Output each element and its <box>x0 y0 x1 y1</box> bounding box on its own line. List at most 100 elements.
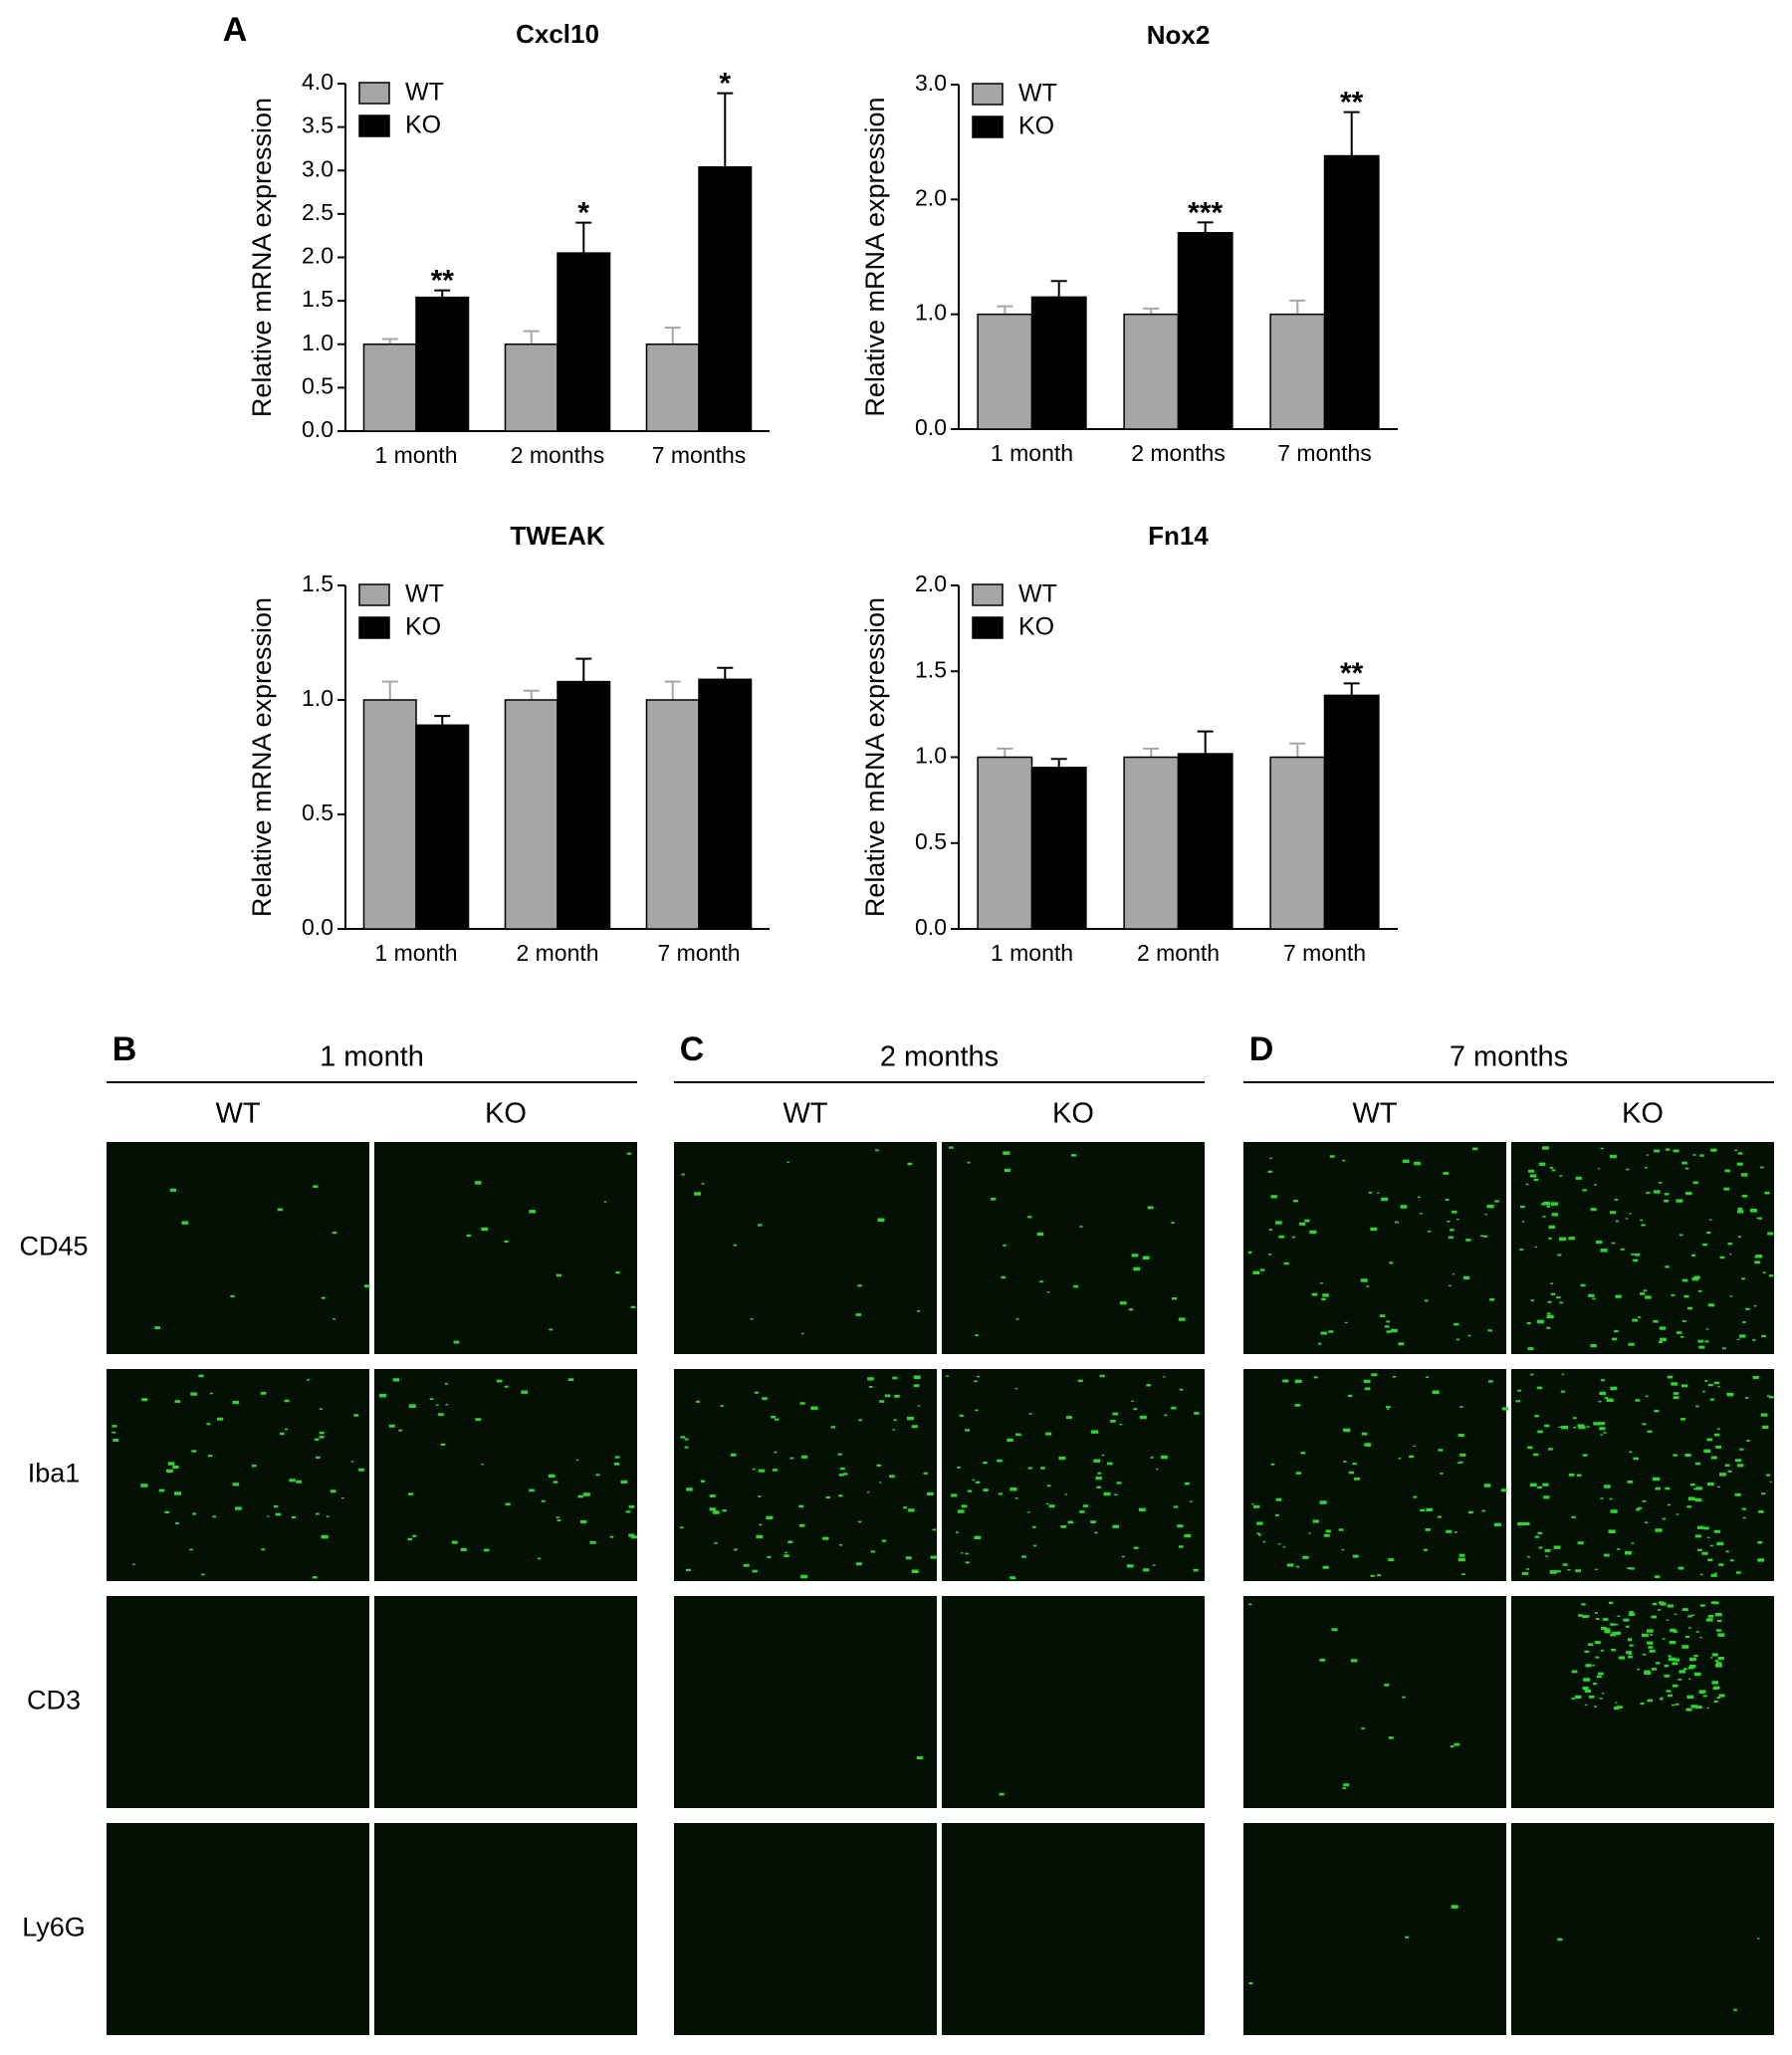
panel-label: B <box>112 1030 137 1068</box>
bar <box>504 343 559 432</box>
legend-swatch <box>972 115 1004 138</box>
micrograph <box>674 1823 937 2035</box>
x-tick-label: 1 month <box>991 440 1073 466</box>
legend-label: KO <box>405 613 441 641</box>
x-tick-label: 7 month <box>1283 940 1366 966</box>
bar <box>1269 756 1326 930</box>
legend-label: WT <box>1018 580 1057 608</box>
significance: ** <box>1340 87 1364 119</box>
micrograph <box>1511 1823 1774 2035</box>
y-tick-label: 1.0 <box>302 685 334 711</box>
micrograph <box>1243 1596 1506 1808</box>
group-title: 1 month <box>320 1041 424 1073</box>
column-label: WT <box>215 1098 260 1130</box>
y-tick-label: 1.0 <box>302 330 334 355</box>
group-title: 7 months <box>1450 1041 1568 1073</box>
bar <box>415 296 470 432</box>
row-label: CD45 <box>19 1232 88 1261</box>
bar <box>645 699 700 930</box>
y-tick-label: 0.5 <box>915 828 947 854</box>
row-label: Iba1 <box>28 1459 81 1488</box>
column-label: KO <box>1622 1098 1664 1130</box>
micrograph <box>1243 1369 1506 1581</box>
significance: ** <box>431 265 455 298</box>
y-tick-label: 4.0 <box>302 69 334 95</box>
micrograph <box>374 1142 637 1354</box>
micrograph <box>374 1823 637 2035</box>
row-label: CD3 <box>27 1686 81 1715</box>
micrograph <box>107 1142 369 1354</box>
legend-label: KO <box>405 112 441 139</box>
micrograph <box>1511 1596 1774 1808</box>
bar <box>415 724 470 930</box>
group-title: 2 months <box>880 1041 999 1073</box>
bar <box>1030 767 1087 930</box>
micrograph <box>674 1369 937 1581</box>
y-tick-label: 3.0 <box>915 70 947 96</box>
y-tick-label: 0.0 <box>302 914 334 940</box>
x-tick-label: 7 month <box>657 940 740 966</box>
bar <box>1030 296 1087 430</box>
y-tick-label: 0.0 <box>915 914 947 940</box>
significance: * <box>577 197 589 230</box>
micrograph <box>674 1142 937 1354</box>
y-tick-label: 3.5 <box>302 113 334 138</box>
bar <box>1323 694 1380 930</box>
bar <box>977 313 1033 430</box>
panel-label: D <box>1249 1030 1274 1068</box>
bar <box>362 699 417 930</box>
micrograph <box>1243 1142 1506 1354</box>
significance: ** <box>1340 657 1364 690</box>
bar <box>557 252 611 432</box>
chart-title: Cxcl10 <box>516 19 599 49</box>
micrograph <box>1511 1142 1774 1354</box>
micrograph <box>107 1369 369 1581</box>
y-tick-label: 0.0 <box>302 416 334 442</box>
micrograph <box>107 1596 369 1808</box>
significance: * <box>719 68 731 101</box>
y-tick-label: 0.5 <box>302 372 334 398</box>
legend-swatch <box>358 583 390 606</box>
cell-signal <box>679 1375 937 1579</box>
legend-swatch <box>972 583 1004 606</box>
y-tick-label: 2.5 <box>302 199 334 225</box>
panel-label: C <box>680 1030 705 1068</box>
legend-label: WT <box>405 79 444 107</box>
bar <box>698 166 753 432</box>
cell-signal <box>1515 1373 1774 1578</box>
panel-label: A <box>223 11 248 49</box>
y-axis-label: Relative mRNA expression <box>860 597 890 917</box>
y-axis-label: Relative mRNA expression <box>247 597 277 917</box>
bar <box>977 756 1033 930</box>
legend-label: WT <box>405 580 444 608</box>
chart-title: Nox2 <box>1147 20 1211 50</box>
x-tick-label: 2 months <box>511 442 605 468</box>
bar <box>645 343 700 432</box>
legend-swatch <box>972 83 1004 106</box>
row-label: Ly6G <box>22 1913 86 1942</box>
y-tick-label: 1.5 <box>302 571 334 596</box>
y-tick-label: 1.5 <box>915 656 947 682</box>
legend-swatch <box>358 82 390 105</box>
y-axis-label: Relative mRNA expression <box>860 97 890 416</box>
chart-title: TWEAK <box>510 521 605 551</box>
x-tick-label: 1 month <box>991 940 1073 966</box>
x-tick-label: 1 month <box>374 442 457 468</box>
y-axis-label: Relative mRNA expression <box>247 98 277 417</box>
cell-signal <box>1571 1601 1725 1712</box>
column-label: KO <box>1052 1098 1094 1130</box>
cell-signal <box>916 1756 923 1760</box>
cell-signal <box>999 1792 1005 1796</box>
micrograph <box>942 1142 1205 1354</box>
x-tick-label: 2 month <box>1137 940 1220 966</box>
bar <box>1123 756 1180 930</box>
bar <box>1177 232 1233 430</box>
legend-label: KO <box>1018 613 1054 641</box>
bar <box>557 680 611 930</box>
column-label: KO <box>485 1098 527 1130</box>
significance: *** <box>1188 196 1223 229</box>
legend-swatch <box>972 616 1004 639</box>
y-tick-label: 2.0 <box>302 243 334 269</box>
